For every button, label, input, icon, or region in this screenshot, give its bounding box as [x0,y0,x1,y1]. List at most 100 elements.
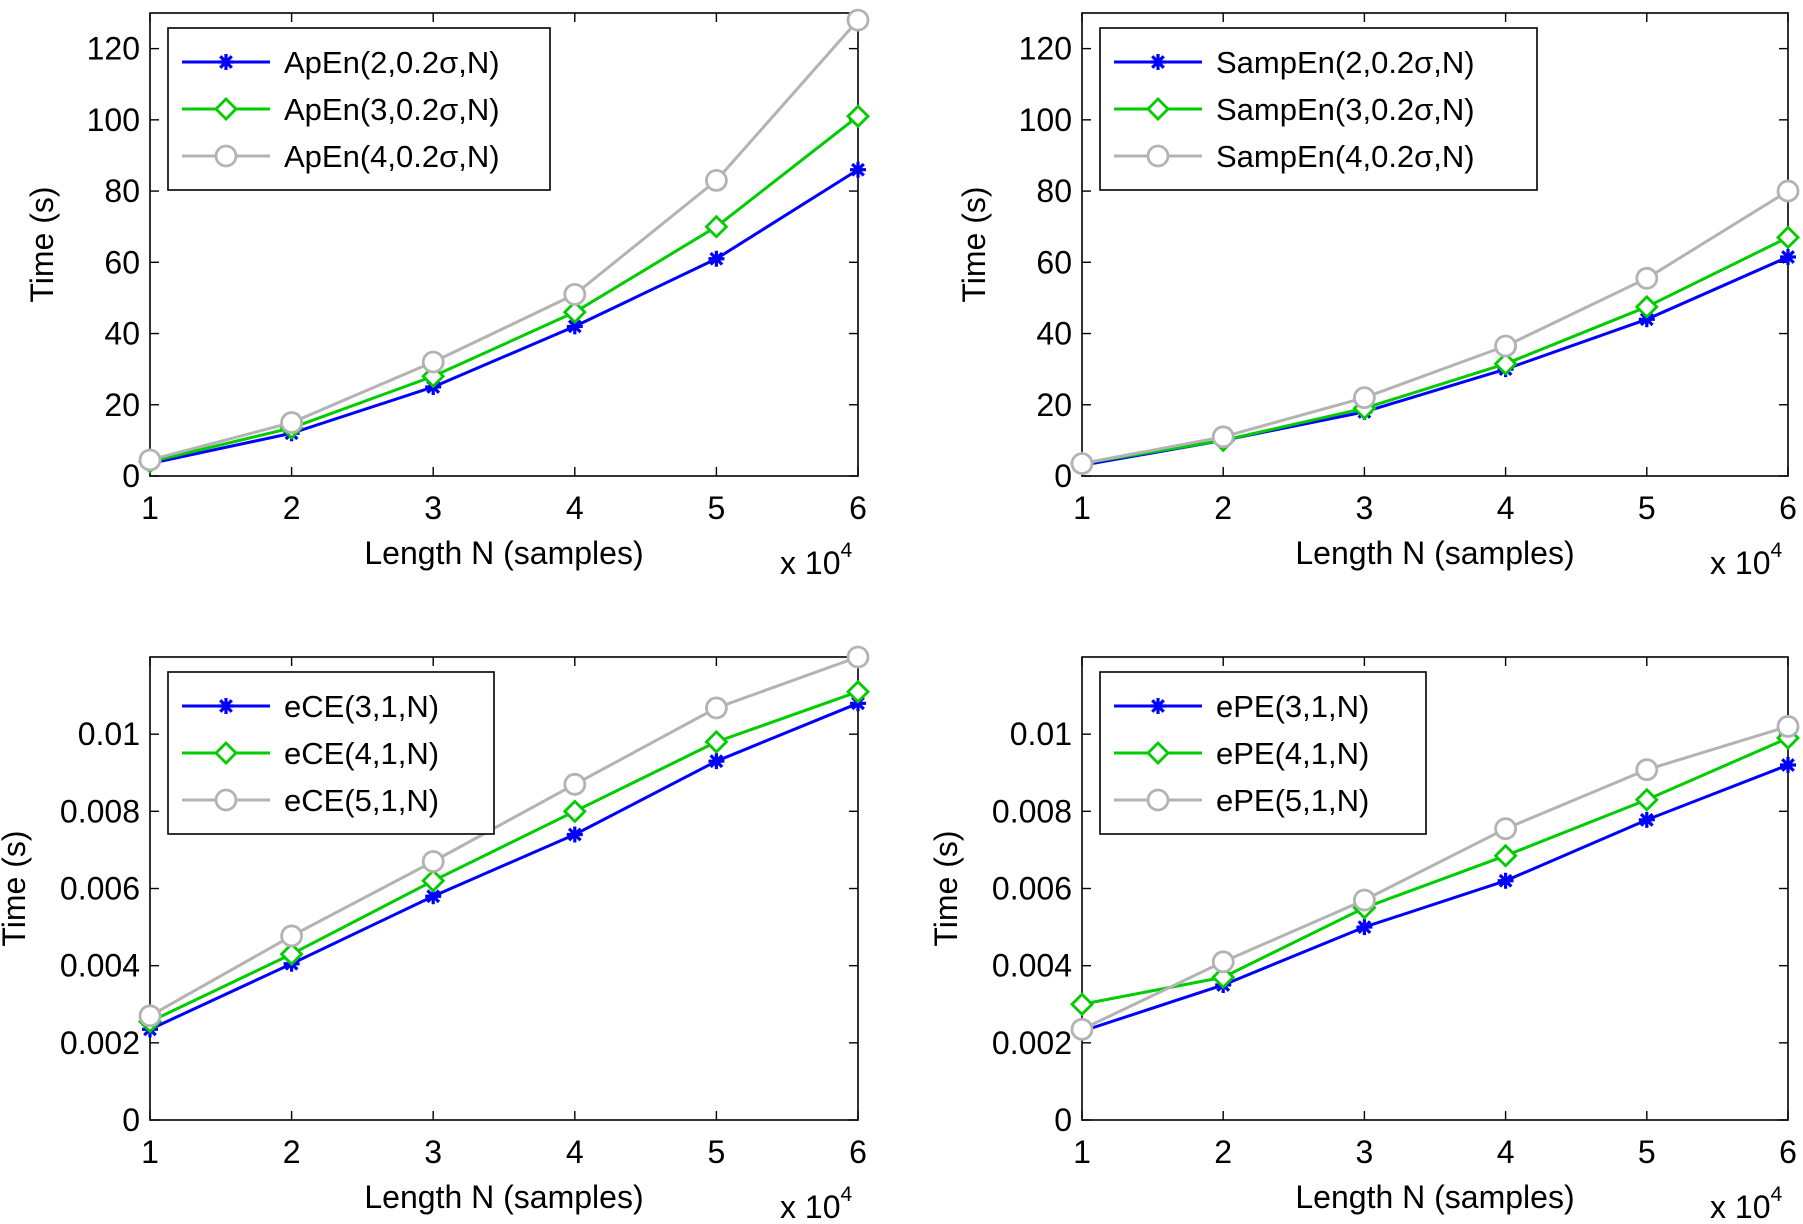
x-tick-label: 3 [1356,1134,1374,1170]
data-point [1070,1017,1094,1041]
legend-label: SampEn(4,0.2σ,N) [1216,139,1475,174]
data-point [138,448,162,472]
x-axis-label: Length N (samples) [1295,535,1574,571]
x-multiplier-base: x 10 [1710,545,1770,581]
legend-label: ePE(5,1,N) [1216,783,1369,818]
y-tick-label: 20 [104,387,140,423]
legend-marker [214,144,238,168]
y-tick-label: 0 [122,458,140,494]
series-line [149,19,860,462]
y-tick-label: 40 [1036,316,1072,352]
legend-marker [1146,788,1170,812]
y-tick-label: 100 [87,102,140,138]
x-multiplier: x 104 [1710,539,1782,581]
legend-label: eCE(4,1,N) [284,736,439,771]
series-line [149,655,859,1018]
data-point [279,942,304,967]
data-point [563,772,587,796]
x-multiplier-exponent: 4 [1770,539,1782,562]
series-3 [1070,715,1800,1041]
series-2 [138,679,870,1034]
x-multiplier-exponent: 4 [840,1183,852,1206]
data-point [1070,452,1094,475]
legend-marker [214,788,238,812]
y-tick-label: 120 [87,31,140,67]
data-point [421,350,445,374]
x-tick-label: 2 [283,490,301,526]
x-multiplier-base: x 10 [780,1189,840,1224]
data-point [280,924,304,948]
x-axis-label: Length N (samples) [1295,1179,1574,1215]
series-line [149,115,859,464]
data-point [421,850,445,873]
data-point [1780,248,1796,265]
x-axis-label: Length N (samples) [364,535,643,571]
series-line [1081,725,1789,1031]
x-multiplier-exponent: 4 [1770,1183,1782,1206]
y-tick-label: 0.006 [60,871,140,907]
y-tick-label: 120 [1019,31,1072,67]
data-point [1635,758,1659,782]
legend-label: ApEn(4,0.2σ,N) [284,139,500,174]
legend-marker [1150,698,1166,714]
data-point [708,753,725,770]
data-point [280,411,304,434]
x-tick-label: 5 [708,490,726,526]
legend-label: ePE(4,1,N) [1216,736,1369,771]
y-tick-label: 40 [104,316,140,352]
y-tick-label: 0 [122,1102,140,1138]
legend-marker [214,97,238,121]
data-point [705,168,728,192]
y-tick-label: 100 [1019,102,1072,138]
legend-marker [1146,97,1170,121]
legend-marker [214,741,238,765]
y-tick-label: 0.004 [992,948,1072,984]
y-tick-label: 0 [1054,1102,1072,1138]
data-point [1494,334,1517,358]
data-point [1356,919,1373,936]
series-line [149,690,859,1023]
legend-label: SampEn(3,0.2σ,N) [1216,92,1475,127]
legend-label: ApEn(3,0.2σ,N) [284,92,500,127]
series-line [1081,236,1789,466]
legend: ApEn(2,0.2σ,N) ApEn(3,0.2σ,N) ApEn(4,0.2σ,… [167,27,551,191]
legend-marker [1146,144,1170,168]
series-line [1081,736,1789,1006]
data-point [566,318,583,335]
y-tick-label: 80 [1036,173,1072,209]
legend-marker [1146,741,1170,765]
series-1 [1074,757,1796,1040]
x-tick-label: 2 [1214,490,1232,526]
legend-label: SampEn(2,0.2σ,N) [1216,45,1475,80]
data-point [704,729,729,754]
y-tick-label: 80 [104,173,140,209]
data-point [1634,787,1659,812]
x-tick-label: 1 [141,1134,159,1170]
data-point [1776,715,1800,738]
data-point [704,214,729,239]
x-tick-label: 6 [1779,490,1797,526]
y-tick-label: 60 [104,244,140,280]
data-point [846,679,870,704]
data-point [1211,965,1236,990]
data-point [1493,351,1518,376]
y-axis-label: Time (s) [956,186,992,302]
y-tick-label: 0.008 [992,793,1072,829]
x-tick-label: 5 [708,1134,726,1170]
data-point [1776,179,1800,203]
x-tick-label: 3 [1356,490,1374,526]
y-tick-label: 0.006 [992,871,1072,907]
x-multiplier-exponent: 4 [840,539,852,562]
legend: ePE(3,1,N) ePE(4,1,N) ePE(5,1,N) [1099,671,1427,835]
x-tick-label: 4 [1497,490,1515,526]
y-tick-label: 0.01 [78,716,140,752]
y-axis-label: Time (s) [928,830,964,946]
y-tick-label: 0 [1054,458,1072,494]
y-tick-label: 60 [1036,244,1072,280]
x-multiplier-base: x 10 [780,545,840,581]
legend-label: eCE(3,1,N) [284,689,439,724]
data-point [421,868,446,893]
x-multiplier: x 104 [780,539,852,581]
